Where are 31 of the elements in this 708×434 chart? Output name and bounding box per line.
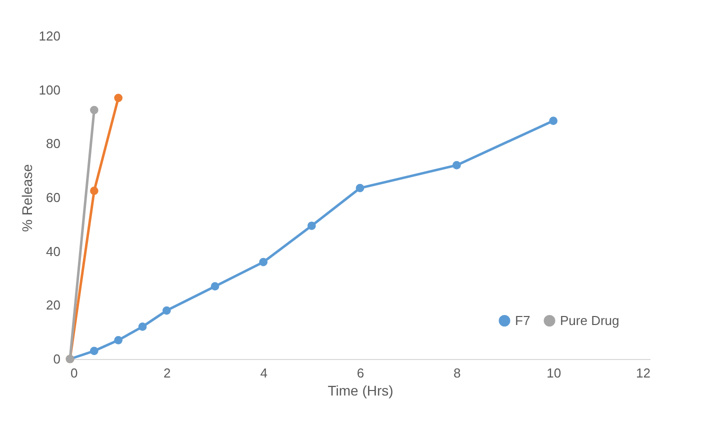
point (259, 258, 268, 266)
point (452, 161, 461, 170)
point (356, 184, 364, 192)
y-tick-label: 40 (46, 244, 60, 259)
legend-label: Pure Drug (560, 312, 620, 328)
y-tick-label: 100 (38, 82, 60, 98)
y-tick-label: 120 (38, 28, 60, 44)
x-tick-label: 6 (356, 366, 364, 380)
point (549, 116, 558, 125)
y-axis-title: % Release (18, 164, 35, 232)
legend-label: F7 (515, 312, 530, 328)
point (90, 106, 98, 114)
point (307, 222, 316, 230)
x-tick-label: 8 (454, 366, 461, 380)
y-tick-label: 60 (46, 190, 60, 205)
x-tick-label: 2 (164, 366, 171, 380)
x-tick-label: 10 (546, 366, 562, 380)
point (162, 306, 171, 315)
x-tick-label: 4 (260, 366, 268, 380)
y-tick-label: 0 (53, 352, 60, 366)
point (90, 186, 98, 195)
point (210, 282, 220, 290)
point (114, 336, 123, 344)
point (138, 322, 147, 331)
x-tick-label: 0 (70, 366, 78, 380)
y-tick-label: 80 (46, 136, 60, 152)
y-tick-label: 20 (46, 298, 60, 313)
x-tick-label: 12 (636, 366, 650, 380)
point (114, 94, 123, 102)
point (90, 346, 98, 356)
x-axis-title: Time (Hrs) (328, 382, 394, 398)
